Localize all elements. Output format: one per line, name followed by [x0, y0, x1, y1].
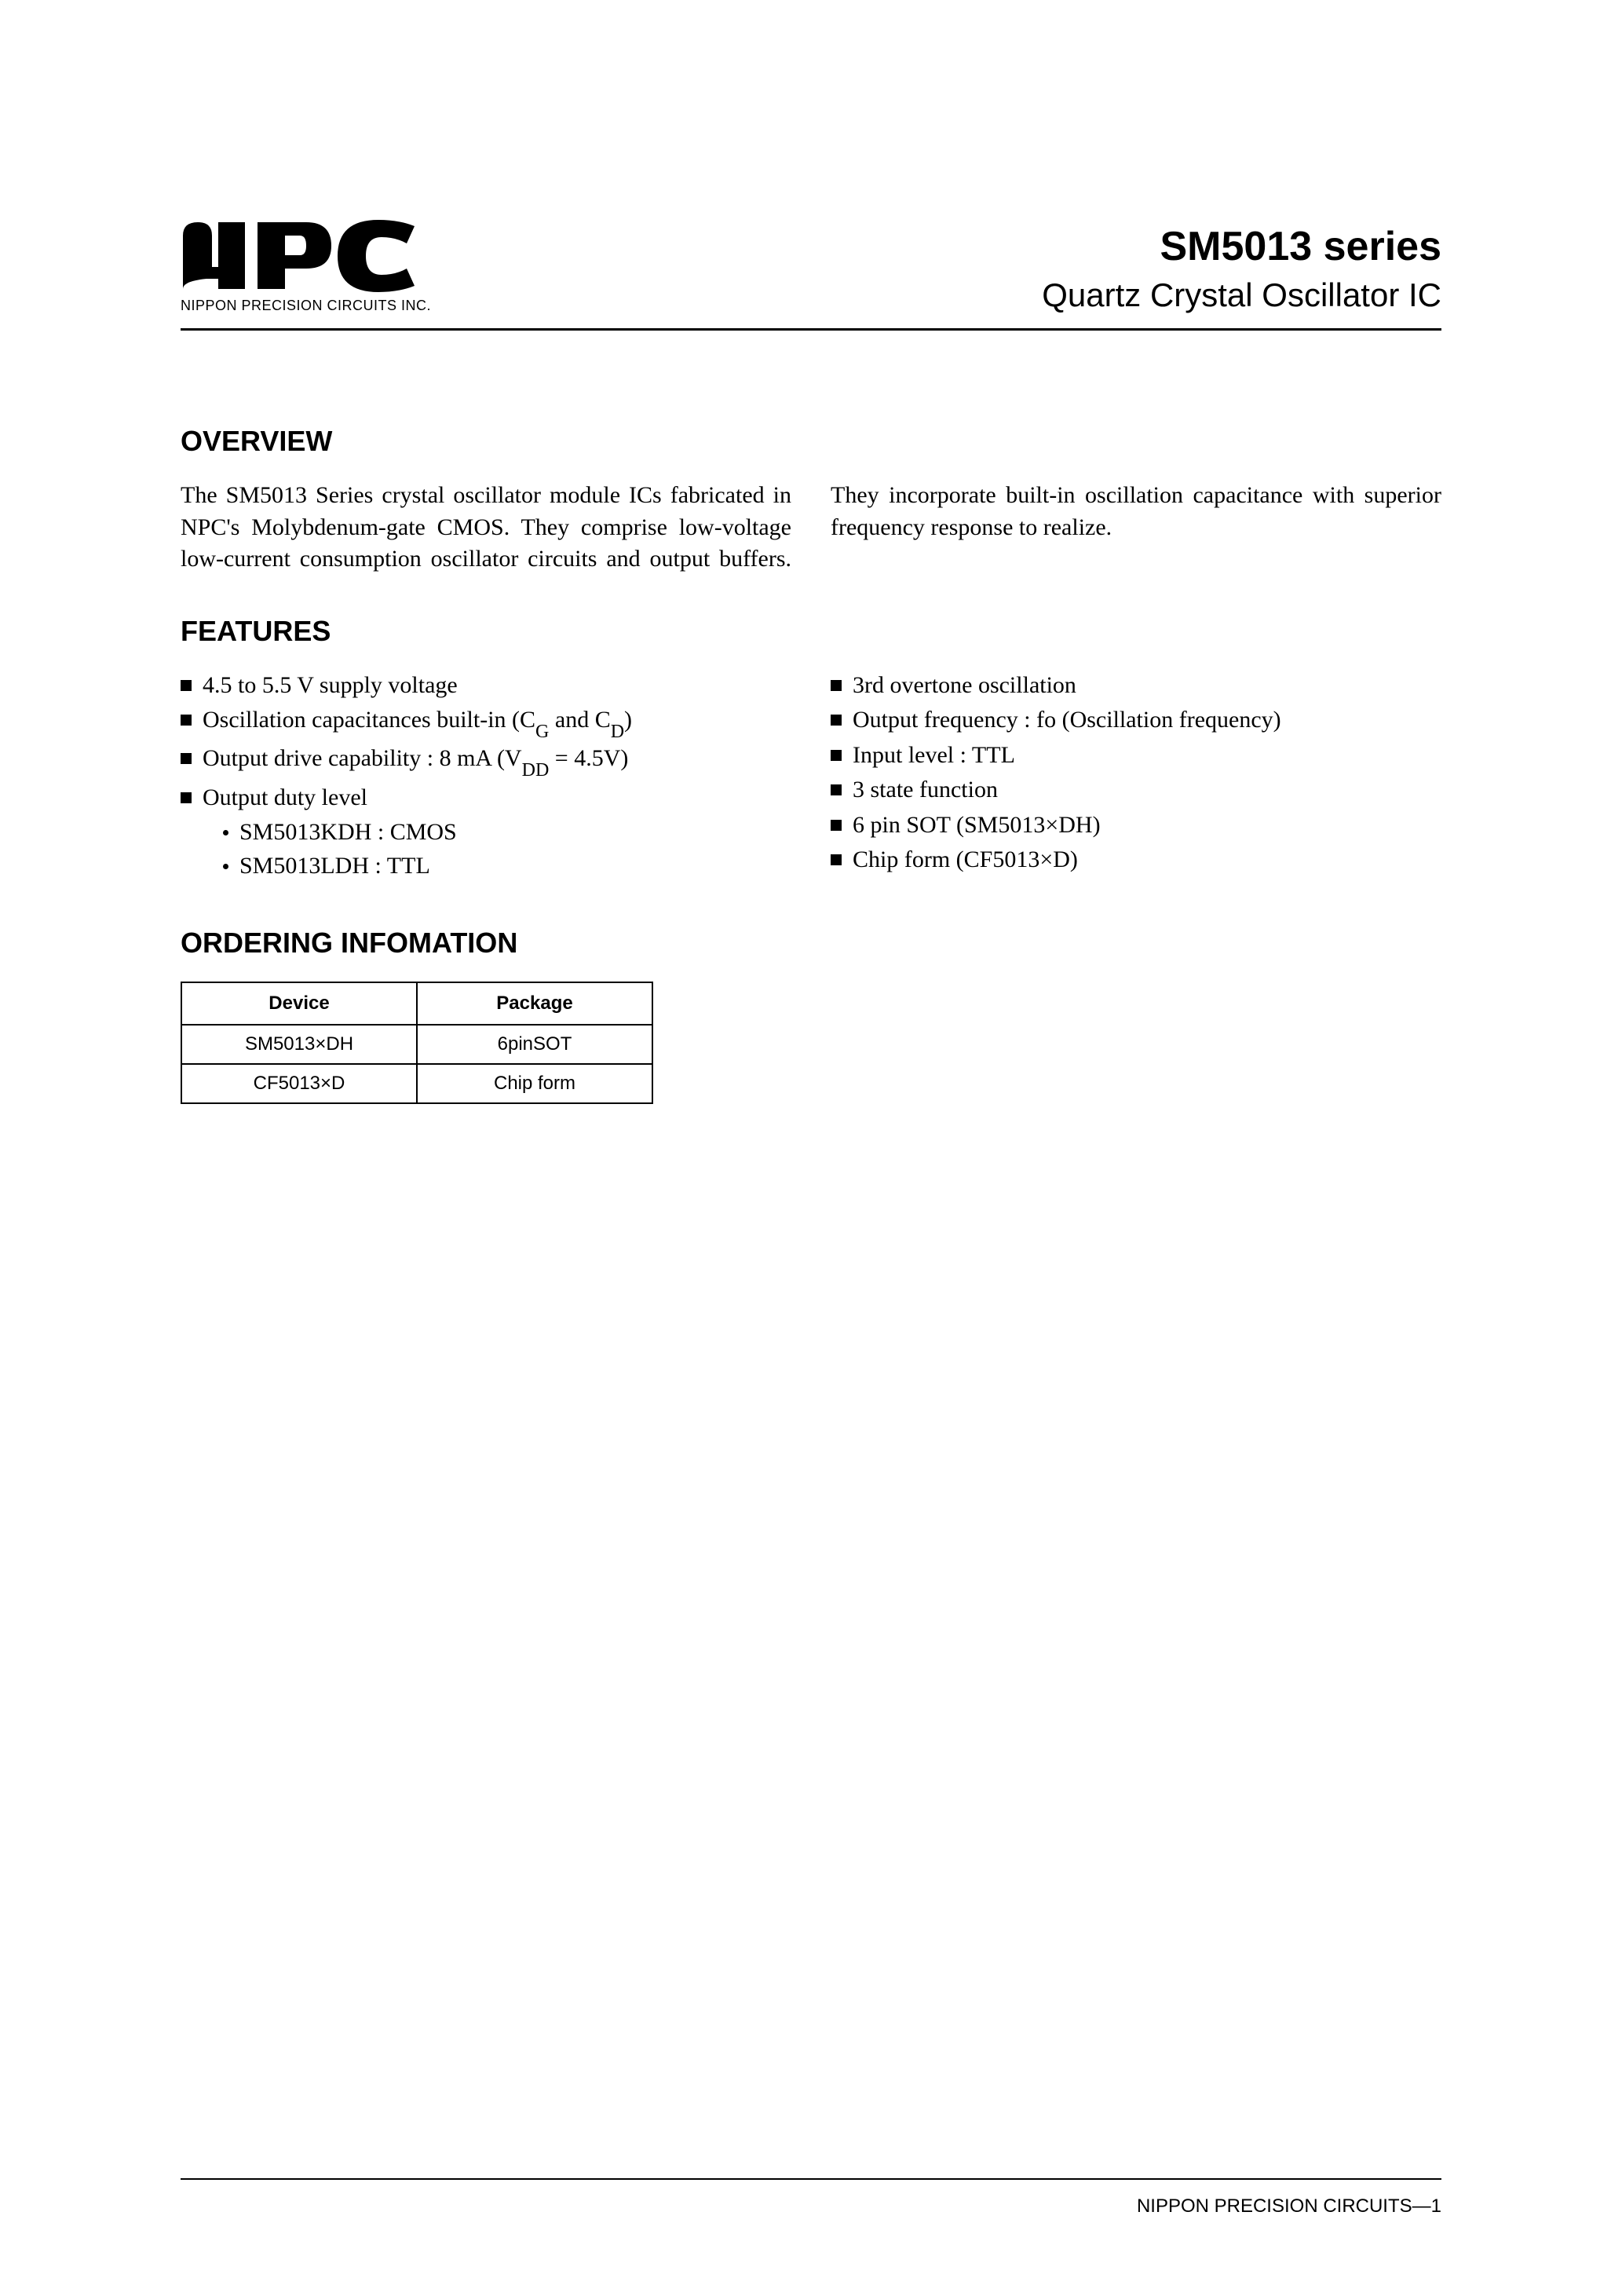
table-cell: 6pinSOT: [417, 1025, 652, 1064]
feature-text: 3 state function: [853, 774, 998, 806]
features-right-column: 3rd overtone oscillationOutput frequency…: [831, 670, 1441, 884]
features-section: FEATURES 4.5 to 5.5 V supply voltageOsci…: [181, 615, 1441, 884]
feature-item: 6 pin SOT (SM5013×DH): [831, 810, 1441, 842]
overview-body: The SM5013 Series crystal oscillator mod…: [181, 480, 1441, 576]
feature-text: Oscillation capacitances built-in (CG an…: [203, 704, 632, 740]
product-subtitle: Quartz Crystal Oscillator IC: [1042, 276, 1441, 314]
dot-bullet-icon: [223, 864, 228, 869]
feature-subitem: SM5013LDH : TTL: [223, 850, 791, 883]
feature-item: Output duty level: [181, 782, 791, 814]
table-row: CF5013×DChip form: [181, 1064, 652, 1103]
overview-section: OVERVIEW The SM5013 Series crystal oscil…: [181, 425, 1441, 576]
company-logo: NIPPON PRECISION CIRCUITS INC.: [181, 220, 431, 314]
table-cell: Chip form: [417, 1064, 652, 1103]
table-header-package: Package: [417, 982, 652, 1025]
ordering-heading: ORDERING INFOMATION: [181, 927, 1441, 960]
square-bullet-icon: [181, 792, 192, 803]
npc-logo-icon: [181, 220, 424, 294]
logo-subtitle: NIPPON PRECISION CIRCUITS INC.: [181, 298, 431, 314]
feature-subitem: SM5013KDH : CMOS: [223, 817, 791, 849]
square-bullet-icon: [181, 753, 192, 764]
table-cell: CF5013×D: [181, 1064, 417, 1103]
feature-text: Output frequency : fo (Oscillation frequ…: [853, 704, 1281, 737]
feature-text: Chip form (CF5013×D): [853, 844, 1078, 876]
document-title-block: SM5013 series Quartz Crystal Oscillator …: [1042, 223, 1441, 314]
document-header: NIPPON PRECISION CIRCUITS INC. SM5013 se…: [181, 220, 1441, 331]
square-bullet-icon: [831, 715, 842, 726]
table-cell: SM5013×DH: [181, 1025, 417, 1064]
square-bullet-icon: [181, 715, 192, 726]
table-row: SM5013×DH6pinSOT: [181, 1025, 652, 1064]
feature-item: Output drive capability : 8 mA (VDD = 4.…: [181, 743, 791, 778]
square-bullet-icon: [831, 820, 842, 831]
product-series-title: SM5013 series: [1042, 223, 1441, 270]
feature-item: 4.5 to 5.5 V supply voltage: [181, 670, 791, 702]
feature-item: Oscillation capacitances built-in (CG an…: [181, 704, 791, 740]
feature-subtext: SM5013LDH : TTL: [239, 850, 430, 883]
feature-text: 4.5 to 5.5 V supply voltage: [203, 670, 458, 702]
square-bullet-icon: [831, 784, 842, 795]
ordering-section: ORDERING INFOMATION Device Package SM501…: [181, 927, 1441, 1104]
dot-bullet-icon: [223, 830, 228, 835]
features-left-column: 4.5 to 5.5 V supply voltageOscillation c…: [181, 670, 791, 884]
feature-item: Output frequency : fo (Oscillation frequ…: [831, 704, 1441, 737]
ordering-table: Device Package SM5013×DH6pinSOTCF5013×DC…: [181, 982, 653, 1104]
feature-text: Output drive capability : 8 mA (VDD = 4.…: [203, 743, 628, 778]
table-header-device: Device: [181, 982, 417, 1025]
square-bullet-icon: [181, 680, 192, 691]
feature-item: 3rd overtone oscillation: [831, 670, 1441, 702]
feature-item: Chip form (CF5013×D): [831, 844, 1441, 876]
feature-text: Output duty level: [203, 782, 367, 814]
footer-text: NIPPON PRECISION CIRCUITS—1: [1137, 2195, 1441, 2217]
overview-heading: OVERVIEW: [181, 425, 1441, 458]
features-heading: FEATURES: [181, 615, 1441, 648]
square-bullet-icon: [831, 854, 842, 865]
square-bullet-icon: [831, 680, 842, 691]
feature-item: Input level : TTL: [831, 740, 1441, 772]
feature-text: Input level : TTL: [853, 740, 1015, 772]
feature-text: 3rd overtone oscillation: [853, 670, 1076, 702]
feature-item: 3 state function: [831, 774, 1441, 806]
page-footer: NIPPON PRECISION CIRCUITS—1: [181, 2178, 1441, 2217]
feature-subtext: SM5013KDH : CMOS: [239, 817, 457, 849]
feature-text: 6 pin SOT (SM5013×DH): [853, 810, 1101, 842]
square-bullet-icon: [831, 750, 842, 761]
